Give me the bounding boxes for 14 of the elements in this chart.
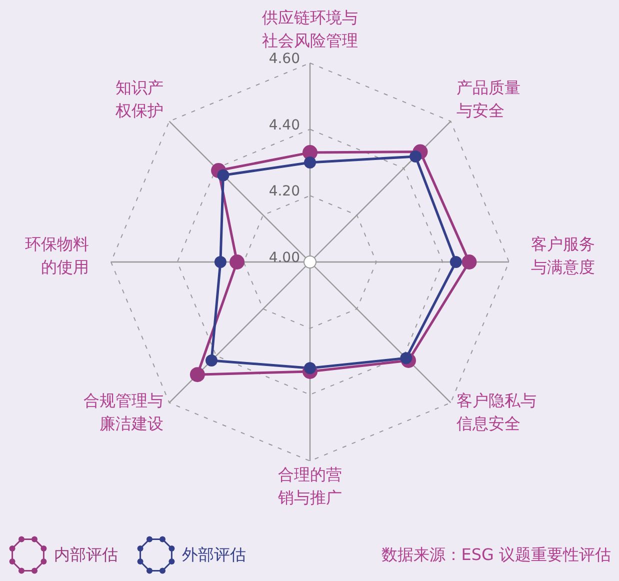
spoke-label: 合规管理与廉洁建设 <box>84 390 164 433</box>
y-tick-label: 4.40 <box>268 117 300 134</box>
spoke-label: 客户隐私与信息安全 <box>456 390 536 433</box>
y-tick-label: 4.20 <box>268 184 300 200</box>
spoke-label: 知识产权保护 <box>114 78 164 120</box>
source-note: 数据来源：ESG 议题重要性评估 <box>381 545 611 566</box>
spoke-label: 合理的营销与推广 <box>277 465 342 507</box>
legend-label: 内部评估 <box>54 544 118 566</box>
y-tick-label: 4.60 <box>268 51 300 67</box>
legend-label: 外部评估 <box>182 544 246 566</box>
spoke-label: 环保物料的使用 <box>25 234 89 276</box>
spoke-label: 供应链环境与社会风险管理 <box>262 8 358 50</box>
spoke-label: 客户服务与满意度 <box>531 234 595 276</box>
spoke-label: 产品质量与安全 <box>456 78 520 120</box>
